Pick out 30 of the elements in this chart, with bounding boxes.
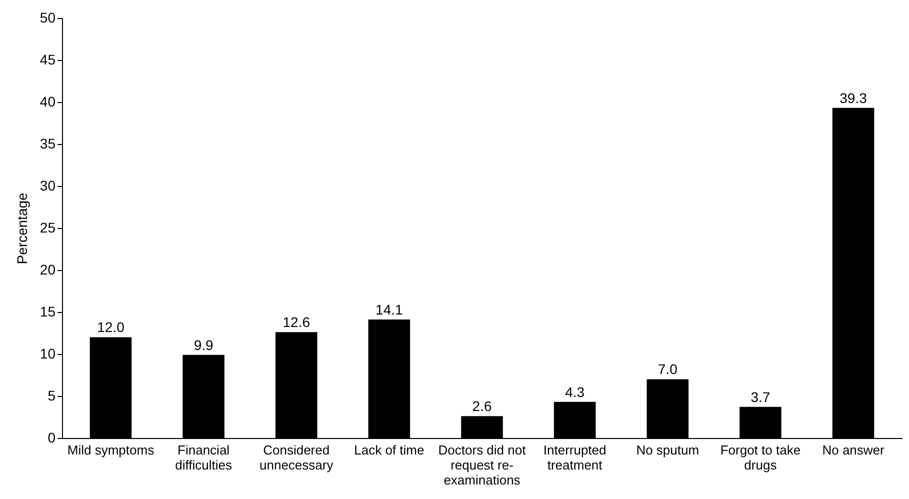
data-label: 3.7 [750,388,770,405]
y-tick-label: 35 [40,136,56,152]
data-label: 4.3 [565,384,585,400]
data-label: 39.3 [840,90,868,106]
y-tick-label: 30 [40,178,56,194]
y-tick-label: 45 [40,52,56,68]
x-tick-label: Forgot to take drugs [720,442,801,472]
y-tick-label: 5 [48,388,56,404]
x-tick-label: Interrupted treatment [543,442,606,472]
y-tick-label: 10 [40,346,56,362]
x-tick-label: No sputum [636,442,700,458]
x-tick-label: Financial difficulties [175,442,232,472]
data-label: 2.6 [472,398,492,414]
y-tick-label: 15 [40,304,56,320]
y-tick-label: 20 [40,262,56,278]
data-label: 12.0 [97,319,125,336]
y-axis-title: Percentage [14,192,30,264]
y-tick-label: 0 [48,430,56,446]
x-tick-label: Doctors did not request re-examinations [438,442,526,488]
y-tick-label: 25 [40,220,56,236]
y-tick-label: 40 [40,94,56,110]
x-tick-label: Considered unnecessary [260,442,334,472]
y-tick-label: 50 [40,10,56,26]
data-label: 12.6 [282,314,310,330]
x-tick-label: Mild symptoms [67,442,155,458]
x-tick-label: No answer [822,442,886,458]
data-label: 7.0 [658,361,678,378]
x-tick-label: Lack of time [354,442,424,458]
data-label: 14.1 [376,302,404,318]
data-label: 9.9 [194,336,214,353]
